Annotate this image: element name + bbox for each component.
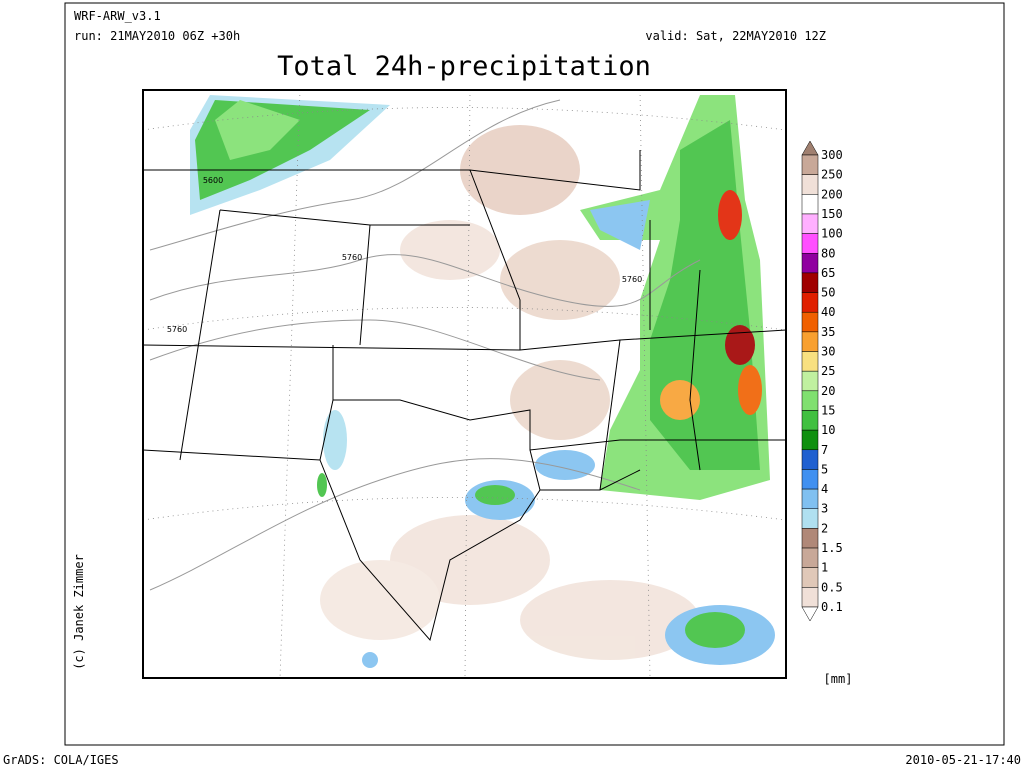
color-bin bbox=[801, 547, 819, 568]
colorbar-label: 25 bbox=[821, 364, 835, 378]
colorbar-label: 50 bbox=[821, 286, 835, 300]
colorbar-label: 250 bbox=[821, 168, 843, 182]
colorbar-label: 1.5 bbox=[821, 541, 843, 555]
color-bin bbox=[801, 233, 819, 254]
colorbar-label: 35 bbox=[821, 325, 835, 339]
colorbar-label: 1 bbox=[821, 561, 828, 575]
color-bin bbox=[801, 567, 819, 588]
contour-label: 5760 bbox=[622, 275, 642, 284]
color-bin bbox=[801, 528, 819, 549]
colorbar-label: 200 bbox=[821, 187, 843, 201]
color-bin bbox=[801, 351, 819, 372]
color-bin bbox=[801, 390, 819, 411]
credit: (c) Janek Zimmer bbox=[72, 554, 86, 670]
color-bin bbox=[801, 292, 819, 313]
colorbar-label: 0.5 bbox=[821, 580, 843, 594]
unit-label: [mm] bbox=[824, 672, 853, 686]
color-bin bbox=[801, 213, 819, 234]
colorbar-cap bbox=[801, 606, 819, 622]
map: 5600 5760 5760 5760 bbox=[142, 89, 787, 679]
colorbar-label: 3 bbox=[821, 502, 828, 516]
model-label: WRF-ARW_v3.1 bbox=[74, 9, 161, 23]
colorbar-label: 30 bbox=[821, 345, 835, 359]
colorbar-label: 4 bbox=[821, 482, 828, 496]
color-bin bbox=[801, 449, 819, 470]
contour-label: 5760 bbox=[342, 253, 362, 262]
color-bin bbox=[801, 194, 819, 215]
color-bin bbox=[801, 508, 819, 529]
colorbar-label: 40 bbox=[821, 305, 835, 319]
precip-shading bbox=[190, 95, 775, 668]
color-bin bbox=[801, 253, 819, 274]
colorbar-label: 100 bbox=[821, 227, 843, 241]
colorbar-label: 5 bbox=[821, 462, 828, 476]
colorbar-label: 0.1 bbox=[821, 600, 843, 614]
map-title: Total 24h-precipitation bbox=[277, 51, 651, 82]
colorbar-label: 2 bbox=[821, 521, 828, 535]
footer-left: GrADS: COLA/IGES bbox=[3, 753, 119, 767]
contour-label: 5760 bbox=[167, 325, 187, 334]
run-label: run: 21MAY2010 06Z +30h bbox=[74, 29, 240, 43]
colorbar-label: 150 bbox=[821, 207, 843, 221]
colorbar-label: 15 bbox=[821, 403, 835, 417]
color-bin bbox=[801, 429, 819, 451]
valid-label: valid: Sat, 22MAY2010 12Z bbox=[645, 29, 826, 43]
colorbar-label: 80 bbox=[821, 246, 835, 260]
colorbar-label: 300 bbox=[821, 148, 843, 162]
colorbar-label: 20 bbox=[821, 384, 835, 398]
colorbar-label: 7 bbox=[821, 443, 828, 457]
color-bin bbox=[801, 331, 819, 352]
colorbar-label: 65 bbox=[821, 266, 835, 280]
colorbar-label: 10 bbox=[821, 423, 835, 437]
color-bin bbox=[801, 174, 819, 195]
color-bin bbox=[801, 587, 819, 608]
color-bin bbox=[801, 311, 819, 333]
color-bin bbox=[801, 154, 819, 175]
colorbar: 300 250 200 150 100 80 65 50 40 35 30 25 20 15 10 7 5 4 3 2… bbox=[801, 140, 843, 622]
color-bin bbox=[801, 370, 819, 392]
color-bin bbox=[801, 272, 819, 293]
color-bin bbox=[801, 469, 819, 490]
color-bin bbox=[801, 410, 819, 431]
footer-right: 2010-05-21-17:40 bbox=[905, 753, 1021, 767]
color-bin bbox=[801, 488, 819, 509]
map-frame bbox=[142, 89, 787, 679]
contour-label: 5600 bbox=[203, 176, 223, 185]
